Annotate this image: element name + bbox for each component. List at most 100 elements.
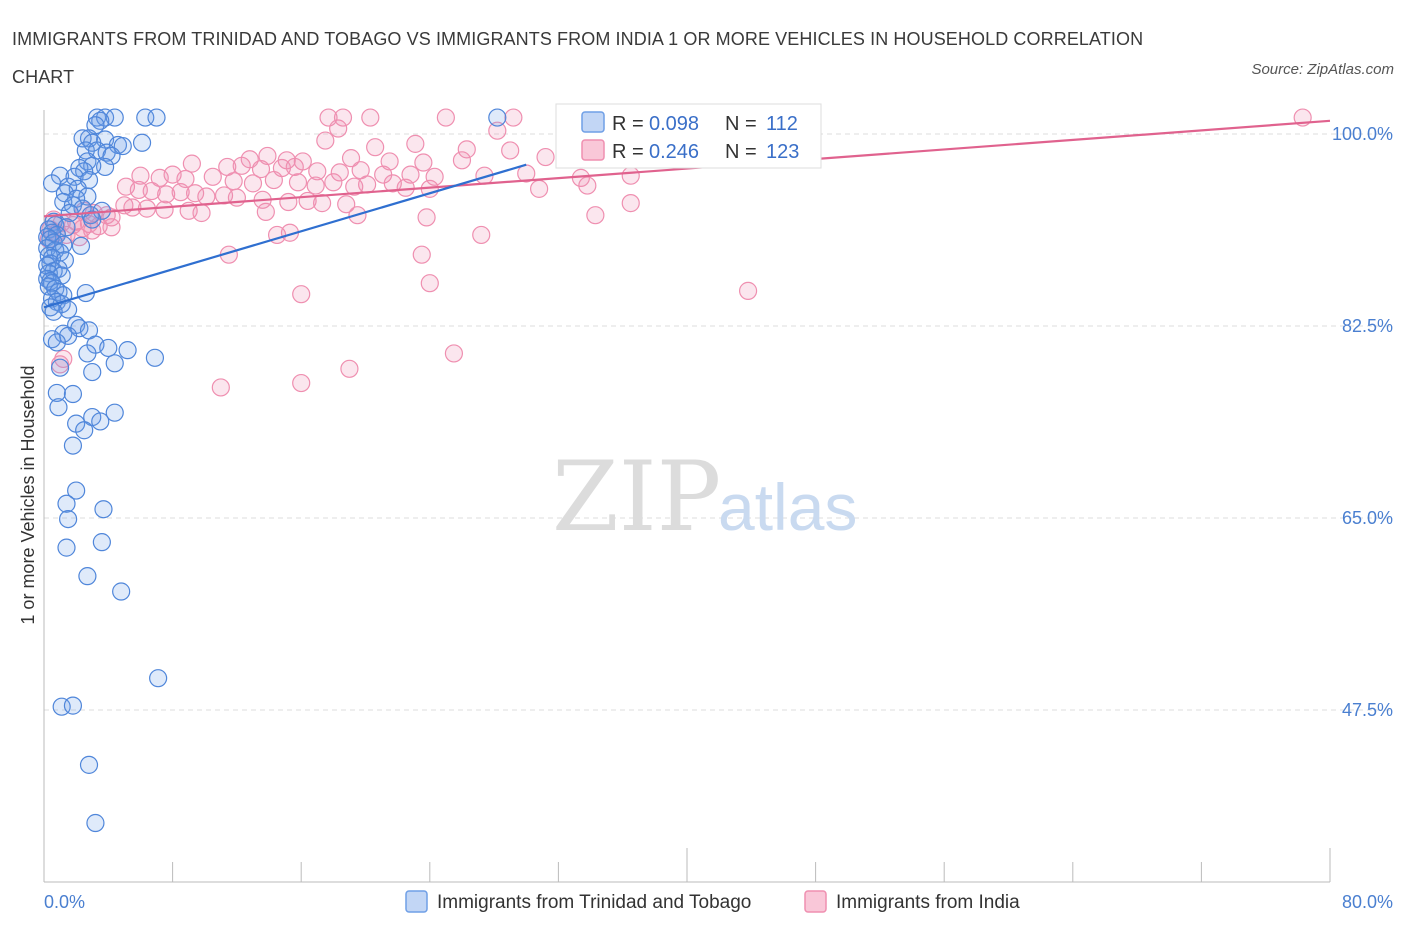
trinidad-point <box>86 813 105 833</box>
y-tick-label: 82.5% <box>1342 316 1393 336</box>
trinidad-trend-line <box>43 163 527 309</box>
india-point <box>157 185 176 204</box>
india-point <box>285 157 304 177</box>
trinidad-point <box>79 755 99 774</box>
india-point <box>129 180 148 200</box>
india-point <box>420 274 439 293</box>
india-point <box>738 281 758 300</box>
trinidad-point <box>147 108 166 127</box>
india-point <box>358 175 377 194</box>
india-point <box>417 208 436 227</box>
bottom-legend-label-trinidad: Immigrants from Trinidad and Tobago <box>437 892 751 913</box>
india-point <box>586 206 605 225</box>
trinidad-point <box>95 108 115 127</box>
india-point <box>292 285 311 304</box>
x-tick-label-max: 80.0% <box>1342 892 1393 912</box>
bottom-legend-swatch-india <box>804 890 827 913</box>
india-point <box>264 170 283 190</box>
trinidad-point <box>149 669 168 688</box>
india-point <box>621 166 640 185</box>
india-trend-line <box>43 119 1331 218</box>
india-point <box>102 208 121 227</box>
india-point <box>578 176 597 195</box>
legend-n-label-2: N = <box>725 141 757 163</box>
trinidad-point <box>488 108 507 127</box>
india-point <box>227 188 246 207</box>
india-point <box>232 156 251 175</box>
chart-title: IMMIGRANTS FROM TRINIDAD AND TOBAGO VS I… <box>12 29 1144 87</box>
trinidad-point <box>145 348 165 367</box>
india-point <box>361 108 380 127</box>
trinidad-point <box>57 494 76 513</box>
india-point <box>414 153 433 172</box>
india-point <box>330 163 349 182</box>
india-point <box>308 162 327 181</box>
india-point <box>621 194 640 213</box>
source-label: Source: ZipAtlas.com <box>1251 61 1394 78</box>
y-tick-labels: 100.0% 82.5% 65.0% 47.5% <box>1332 124 1393 720</box>
legend-swatch-india <box>581 139 605 161</box>
india-point <box>203 167 222 186</box>
india-point <box>536 147 555 167</box>
india-point <box>366 138 385 157</box>
y-tick-label: 65.0% <box>1342 508 1393 528</box>
india-point <box>316 131 335 150</box>
india-point <box>192 203 211 223</box>
axes <box>43 110 1331 883</box>
india-point <box>256 202 275 221</box>
y-axis-label: 1 or more Vehicles in Household <box>18 365 38 624</box>
trinidad-point <box>54 192 73 212</box>
trinidad-point <box>71 236 91 256</box>
trinidad-point <box>78 567 97 586</box>
x-tick-label-min: 0.0% <box>44 892 85 912</box>
trinidad-point <box>57 538 76 557</box>
india-point <box>131 166 150 185</box>
trinidad-point <box>50 358 70 377</box>
trinidad-point <box>78 344 97 363</box>
trinidad-point <box>47 383 66 403</box>
india-point <box>396 178 415 197</box>
trinidad-point <box>67 481 86 500</box>
trinidad-point <box>105 108 124 127</box>
legend-r-value-1: 0.098 <box>649 113 699 135</box>
legend-n-value-1: 112 <box>766 113 798 135</box>
india-point <box>488 121 507 140</box>
india-point <box>292 373 311 393</box>
india-point <box>501 141 520 160</box>
india-point <box>243 174 263 193</box>
india-point <box>457 140 476 159</box>
india-point <box>123 198 142 217</box>
trinidad-point <box>94 500 113 519</box>
india-point <box>436 108 455 127</box>
india-point <box>329 119 348 138</box>
india-point <box>102 218 121 237</box>
india-point <box>472 225 491 245</box>
watermark-zip: ZIP <box>552 441 721 553</box>
trinidad-point <box>59 509 78 529</box>
trinidad-point <box>105 403 124 422</box>
trinidad-point <box>112 582 131 601</box>
india-point <box>444 344 464 363</box>
india-point <box>155 200 174 219</box>
india-point <box>333 108 353 127</box>
legend-n-value-2: 123 <box>766 141 799 163</box>
india-point <box>324 173 343 192</box>
stats-legend: R = 0.098 N = 112 R = 0.246 N = 123 <box>555 103 822 169</box>
india-point <box>279 192 298 212</box>
india-point <box>251 160 271 179</box>
trend-lines <box>43 119 1331 309</box>
series-legend: Immigrants from Trinidad and Tobago Immi… <box>405 890 1020 913</box>
watermark-atlas: atlas <box>718 470 857 544</box>
legend-n-label-1: N = <box>725 113 757 135</box>
india-point <box>452 151 472 170</box>
india-point <box>197 187 216 206</box>
trinidad-point <box>63 384 83 404</box>
india-point <box>340 359 359 378</box>
y-tick-label: 47.5% <box>1342 700 1393 720</box>
gridlines <box>44 133 1393 711</box>
india-point <box>337 195 356 214</box>
trinidad-point <box>99 338 118 358</box>
india-point <box>306 176 325 195</box>
india-point <box>530 179 549 198</box>
